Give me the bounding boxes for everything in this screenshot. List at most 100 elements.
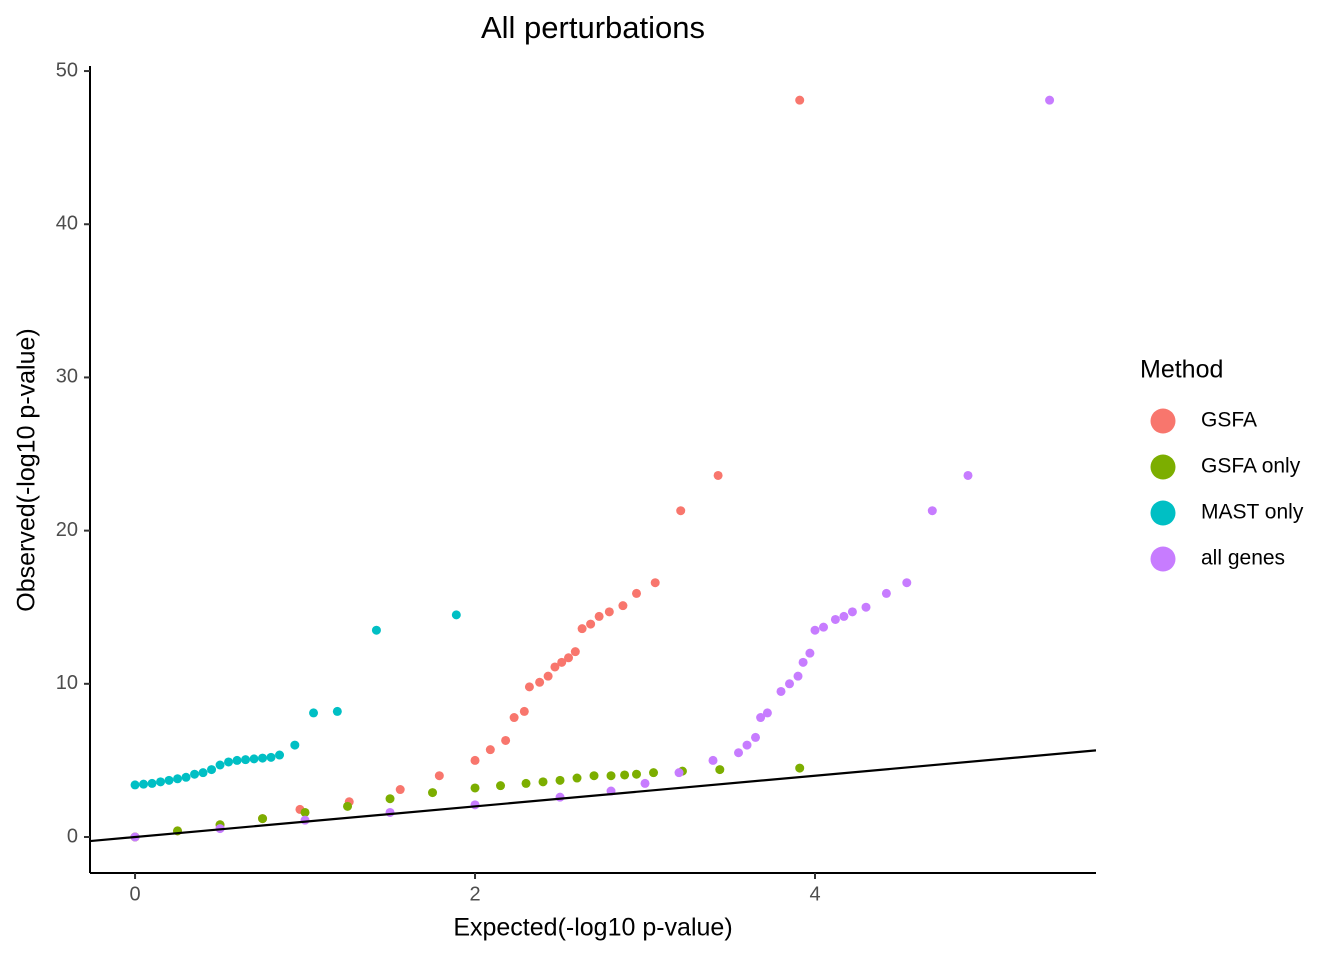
x-tick-label: 2 bbox=[469, 883, 480, 905]
point bbox=[538, 777, 548, 787]
point bbox=[708, 755, 718, 765]
y-tick-label: 50 bbox=[56, 59, 78, 81]
point bbox=[793, 671, 803, 681]
point bbox=[620, 770, 630, 780]
point bbox=[604, 607, 614, 617]
point bbox=[650, 578, 660, 588]
point bbox=[470, 783, 480, 793]
point bbox=[485, 745, 495, 755]
point bbox=[156, 777, 166, 787]
point bbox=[795, 763, 805, 773]
point bbox=[847, 607, 857, 617]
point bbox=[521, 778, 531, 788]
legend-label: GSFA bbox=[1201, 409, 1257, 432]
point bbox=[902, 578, 912, 588]
point bbox=[713, 470, 723, 480]
point bbox=[742, 740, 752, 750]
point bbox=[343, 801, 353, 811]
point bbox=[762, 708, 772, 718]
point bbox=[190, 769, 200, 779]
chart-title: All perturbations bbox=[481, 10, 705, 45]
point bbox=[819, 622, 829, 632]
point bbox=[249, 754, 259, 764]
point bbox=[258, 814, 268, 824]
point bbox=[861, 602, 871, 612]
point bbox=[207, 765, 217, 775]
point bbox=[385, 794, 395, 804]
point bbox=[258, 753, 268, 763]
point bbox=[632, 769, 642, 779]
point bbox=[734, 748, 744, 758]
legend-title: Method bbox=[1140, 356, 1223, 384]
point bbox=[164, 775, 174, 785]
point bbox=[428, 788, 438, 798]
y-tick-label: 10 bbox=[56, 672, 78, 694]
reference-line bbox=[90, 749, 1096, 843]
y-tick-label: 40 bbox=[56, 213, 78, 235]
point bbox=[385, 807, 395, 817]
point bbox=[798, 657, 808, 667]
point bbox=[434, 771, 444, 781]
point bbox=[300, 815, 310, 825]
point bbox=[181, 772, 191, 782]
point bbox=[830, 614, 840, 624]
point bbox=[173, 774, 183, 784]
point bbox=[300, 807, 310, 817]
point bbox=[606, 771, 616, 781]
point bbox=[371, 625, 381, 635]
legend-key bbox=[1150, 546, 1176, 572]
point bbox=[232, 755, 242, 765]
point bbox=[496, 781, 506, 791]
point bbox=[839, 611, 849, 621]
point bbox=[1045, 95, 1055, 105]
point bbox=[881, 588, 891, 598]
point bbox=[395, 785, 405, 795]
point bbox=[564, 653, 574, 663]
point bbox=[785, 679, 795, 689]
legend-label: GSFA only bbox=[1201, 455, 1301, 478]
point bbox=[451, 610, 461, 620]
point bbox=[776, 686, 786, 696]
point bbox=[557, 657, 567, 667]
point bbox=[805, 648, 815, 658]
y-axis-title: Observed(-log10 p-value) bbox=[13, 328, 41, 611]
legend-key bbox=[1150, 408, 1176, 434]
point bbox=[674, 768, 684, 778]
point bbox=[275, 750, 285, 760]
point bbox=[632, 588, 642, 598]
legend-label: MAST only bbox=[1201, 501, 1304, 524]
point bbox=[524, 682, 534, 692]
point bbox=[147, 778, 157, 788]
point bbox=[577, 624, 587, 634]
x-tick-label: 4 bbox=[809, 883, 820, 905]
point bbox=[470, 800, 480, 810]
point bbox=[586, 619, 596, 629]
point bbox=[963, 470, 973, 480]
point bbox=[198, 768, 208, 778]
y-tick-label: 0 bbox=[67, 825, 78, 847]
point bbox=[751, 732, 761, 742]
point bbox=[589, 771, 599, 781]
point bbox=[572, 773, 582, 783]
point bbox=[927, 506, 937, 516]
legend-key bbox=[1150, 454, 1176, 480]
point bbox=[555, 775, 565, 785]
point bbox=[519, 706, 529, 716]
point bbox=[570, 647, 580, 657]
point bbox=[309, 708, 319, 718]
point bbox=[470, 755, 480, 765]
y-tick-label: 20 bbox=[56, 519, 78, 541]
legend-key bbox=[1150, 500, 1176, 526]
point bbox=[555, 792, 565, 802]
point bbox=[649, 768, 659, 778]
point bbox=[290, 740, 300, 750]
x-axis-title: Expected(-log10 p-value) bbox=[453, 914, 732, 942]
point bbox=[130, 780, 140, 790]
point bbox=[543, 671, 553, 681]
point bbox=[215, 760, 225, 770]
point bbox=[332, 706, 342, 716]
point bbox=[676, 506, 686, 516]
point bbox=[550, 662, 560, 672]
y-tick-label: 30 bbox=[56, 366, 78, 388]
